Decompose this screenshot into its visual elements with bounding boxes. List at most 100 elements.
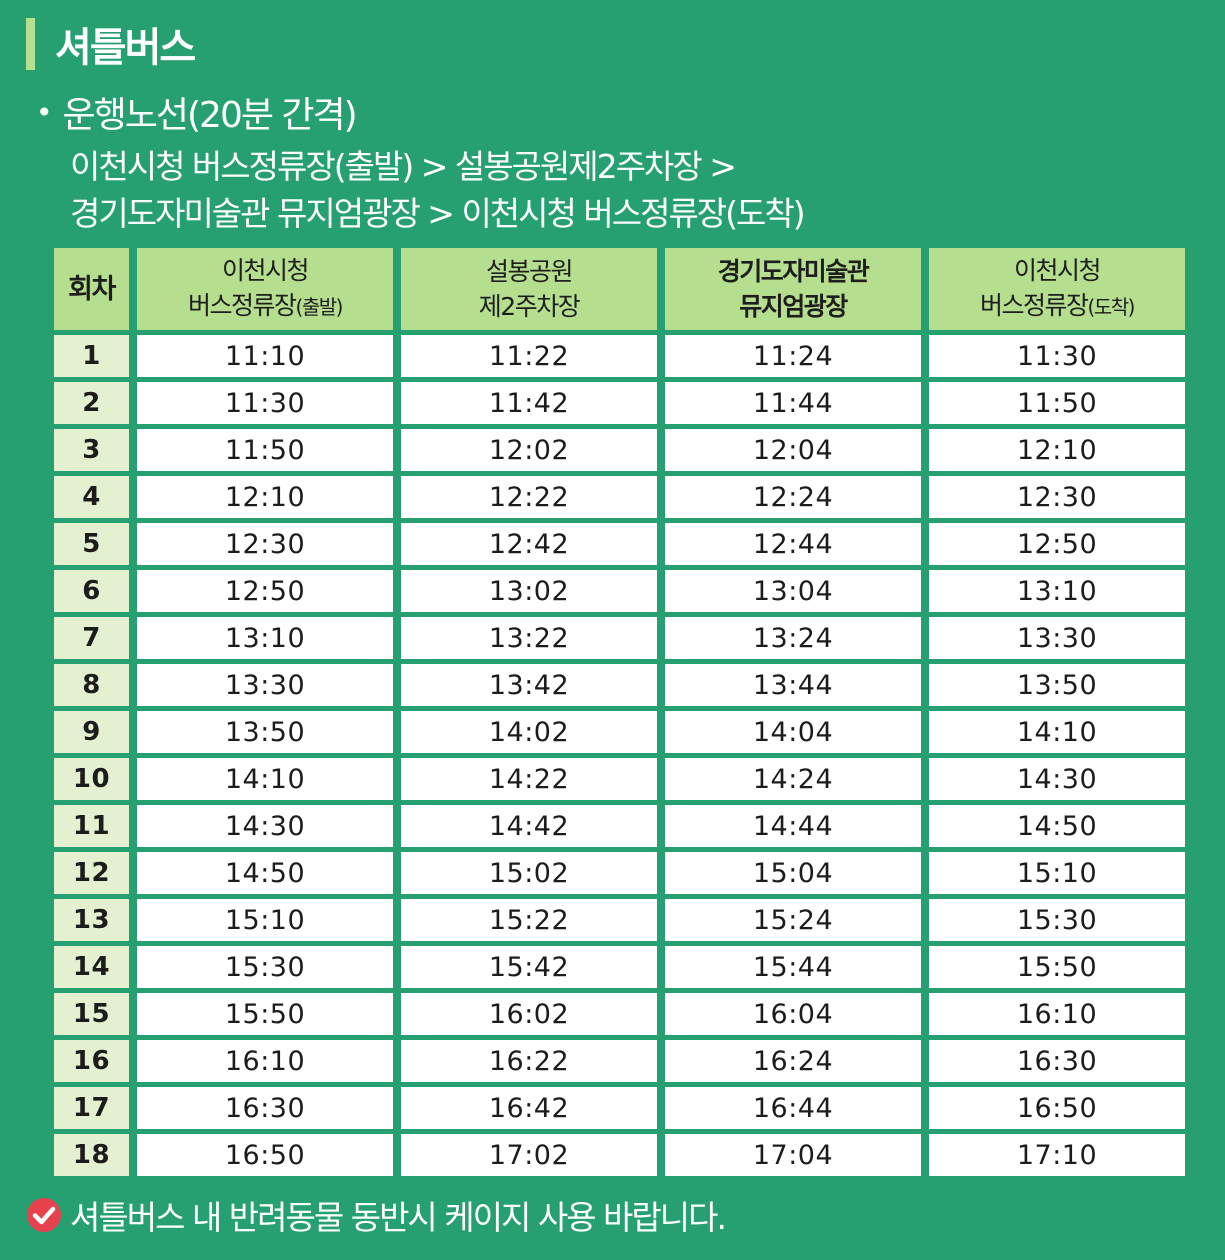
departure-time-cell: 16:50: [137, 1134, 393, 1176]
departure-time-cell: 14:50: [137, 852, 393, 894]
run-number-cell: 7: [54, 617, 129, 659]
title-accent-bar: [26, 18, 35, 70]
table-row: 2 11:30 11:42 11:44 11:50: [54, 382, 1185, 424]
departure-time-cell: 16:44: [665, 1087, 921, 1129]
departure-time-cell: 14:10: [137, 758, 393, 800]
run-number-cell: 11: [54, 805, 129, 847]
route-heading: • 운행노선(20분 간격): [36, 86, 358, 138]
departure-time-cell: 13:50: [929, 664, 1185, 706]
header-stop-4: 이천시청 버스정류장(도착): [929, 248, 1185, 330]
header-stop-3: 경기도자미술관 뮤지엄광장: [665, 248, 921, 330]
table-row: 9 13:50 14:02 14:04 14:10: [54, 711, 1185, 753]
departure-time-cell: 16:30: [929, 1040, 1185, 1082]
run-number-cell: 16: [54, 1040, 129, 1082]
departure-time-cell: 16:10: [137, 1040, 393, 1082]
departure-time-cell: 11:42: [401, 382, 657, 424]
departure-time-cell: 13:02: [401, 570, 657, 612]
departure-time-cell: 12:42: [401, 523, 657, 565]
departure-time-cell: 15:50: [929, 946, 1185, 988]
run-number-cell: 5: [54, 523, 129, 565]
departure-time-cell: 13:50: [137, 711, 393, 753]
header-stop-1-line1: 이천시청: [221, 256, 310, 285]
departure-time-cell: 13:30: [929, 617, 1185, 659]
departure-time-cell: 14:50: [929, 805, 1185, 847]
departure-time-cell: 13:44: [665, 664, 921, 706]
header-stop-4-line1: 이천시청: [1013, 256, 1102, 285]
departure-time-cell: 13:10: [137, 617, 393, 659]
timetable-body: 1 11:10 11:22 11:24 11:30 2 11:30 11:42 11:44 11:…: [54, 335, 1185, 1176]
departure-time-cell: 15:30: [137, 946, 393, 988]
departure-time-cell: 11:30: [137, 382, 393, 424]
departure-time-cell: 17:02: [401, 1134, 657, 1176]
departure-time-cell: 15:02: [401, 852, 657, 894]
departure-time-cell: 16:50: [929, 1087, 1185, 1129]
departure-time-cell: 13:42: [401, 664, 657, 706]
departure-time-cell: 12:24: [665, 476, 921, 518]
departure-time-cell: 12:44: [665, 523, 921, 565]
table-row: 7 13:10 13:22 13:24 13:30: [54, 617, 1185, 659]
departure-time-cell: 17:10: [929, 1134, 1185, 1176]
departure-time-cell: 16:42: [401, 1087, 657, 1129]
header-stop-1-name: 버스정류장: [188, 291, 297, 320]
departure-time-cell: 15:50: [137, 993, 393, 1035]
run-number-cell: 2: [54, 382, 129, 424]
timetable-header-row: 회차 이천시청 버스정류장(출발) 설봉공원 제2주차장 경기도자미술관 뮤지엄…: [54, 248, 1185, 330]
page-title-block: 셔틀버스: [26, 18, 196, 71]
departure-time-cell: 11:50: [137, 429, 393, 471]
departure-time-cell: 13:04: [665, 570, 921, 612]
departure-time-cell: 16:02: [401, 993, 657, 1035]
table-row: 16 16:10 16:22 16:24 16:30: [54, 1040, 1185, 1082]
departure-time-cell: 15:22: [401, 899, 657, 941]
departure-time-cell: 15:42: [401, 946, 657, 988]
departure-time-cell: 14:44: [665, 805, 921, 847]
departure-time-cell: 15:04: [665, 852, 921, 894]
table-row: 12 14:50 15:02 15:04 15:10: [54, 852, 1185, 894]
run-number-cell: 1: [54, 335, 129, 377]
departure-time-cell: 11:24: [665, 335, 921, 377]
departure-time-cell: 12:50: [137, 570, 393, 612]
table-row: 5 12:30 12:42 12:44 12:50: [54, 523, 1185, 565]
header-index: 회차: [54, 248, 129, 330]
header-stop-1: 이천시청 버스정류장(출발): [137, 248, 393, 330]
route-heading-text: 운행노선(20분 간격): [62, 95, 358, 136]
table-row: 6 12:50 13:02 13:04 13:10: [54, 570, 1185, 612]
table-row: 11 14:30 14:42 14:44 14:50: [54, 805, 1185, 847]
header-stop-3-line2: 뮤지엄광장: [739, 292, 848, 321]
departure-time-cell: 12:30: [929, 476, 1185, 518]
departure-time-cell: 12:30: [137, 523, 393, 565]
departure-time-cell: 11:10: [137, 335, 393, 377]
departure-time-cell: 12:10: [137, 476, 393, 518]
run-number-cell: 17: [54, 1087, 129, 1129]
header-stop-3-line1: 경기도자미술관: [717, 257, 870, 286]
table-row: 13 15:10 15:22 15:24 15:30: [54, 899, 1185, 941]
departure-time-cell: 14:10: [929, 711, 1185, 753]
departure-time-cell: 12:10: [929, 429, 1185, 471]
departure-time-cell: 14:02: [401, 711, 657, 753]
departure-time-cell: 15:24: [665, 899, 921, 941]
run-number-cell: 18: [54, 1134, 129, 1176]
run-number-cell: 14: [54, 946, 129, 988]
departure-time-cell: 13:10: [929, 570, 1185, 612]
table-row: 17 16:30 16:42 16:44 16:50: [54, 1087, 1185, 1129]
route-line-1: 이천시청 버스정류장(출발) > 설봉공원제2주차장 >: [70, 147, 737, 186]
departure-time-cell: 12:22: [401, 476, 657, 518]
header-stop-2-line1: 설봉공원: [485, 257, 574, 286]
departure-time-cell: 11:30: [929, 335, 1185, 377]
header-stop-2-line2: 제2주차장: [478, 292, 581, 321]
header-stop-2: 설봉공원 제2주차장: [401, 248, 657, 330]
notice: 셔틀버스 내 반려동물 동반시 케이지 사용 바랍니다.: [26, 1193, 727, 1237]
table-row: 15 15:50 16:02 16:04 16:10: [54, 993, 1185, 1035]
run-number-cell: 3: [54, 429, 129, 471]
header-stop-1-line2: 버스정류장(출발): [137, 288, 393, 325]
table-row: 4 12:10 12:22 12:24 12:30: [54, 476, 1185, 518]
route-line-2: 경기도자미술관 뮤지엄광장 > 이천시청 버스정류장(도착): [70, 194, 806, 233]
timetable: 회차 이천시청 버스정류장(출발) 설봉공원 제2주차장 경기도자미술관 뮤지엄…: [46, 243, 1193, 1181]
departure-time-cell: 11:44: [665, 382, 921, 424]
run-number-cell: 10: [54, 758, 129, 800]
departure-time-cell: 16:22: [401, 1040, 657, 1082]
departure-time-cell: 15:30: [929, 899, 1185, 941]
departure-time-cell: 16:30: [137, 1087, 393, 1129]
departure-time-cell: 15:10: [929, 852, 1185, 894]
departure-time-cell: 15:10: [137, 899, 393, 941]
run-number-cell: 9: [54, 711, 129, 753]
